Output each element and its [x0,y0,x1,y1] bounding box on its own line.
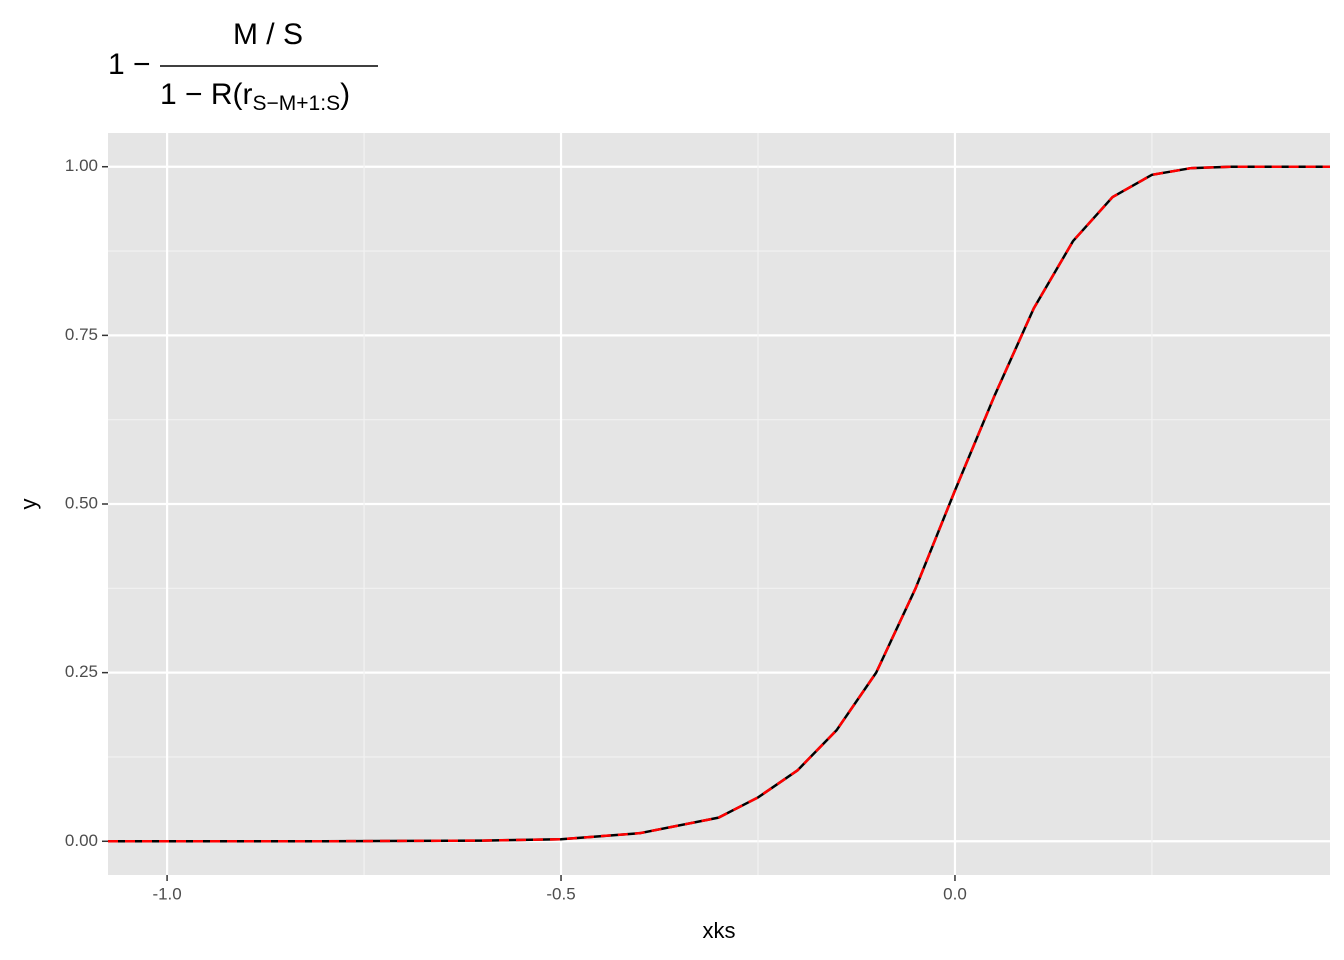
x-tick-label: -0.5 [546,884,575,903]
y-tick-label: 0.75 [65,325,98,344]
y-tick-label: 0.25 [65,662,98,681]
series-line [108,165,1330,843]
x-tick-label: 0.0 [943,884,967,903]
denominator-sub: S−M+1:S [253,92,341,115]
x-axis-label: xks [703,918,736,943]
lines [108,165,1330,843]
chart-title: 1 − [108,48,151,81]
y-axis-label: y [16,499,41,510]
grid [108,133,1330,875]
x-tick-label: -1.0 [152,884,181,903]
title-numerator: M / S [233,18,303,51]
y-tick-label: 1.00 [65,156,98,175]
title-denominator: 1 − R(rS−M+1:S) [160,78,350,115]
denominator-close: ) [340,78,350,111]
y-tick-label: 0.50 [65,493,98,512]
denominator-main: 1 − R(r [160,78,253,111]
y-tick-label: 0.00 [65,831,98,850]
title-lead: 1 − [108,48,151,81]
